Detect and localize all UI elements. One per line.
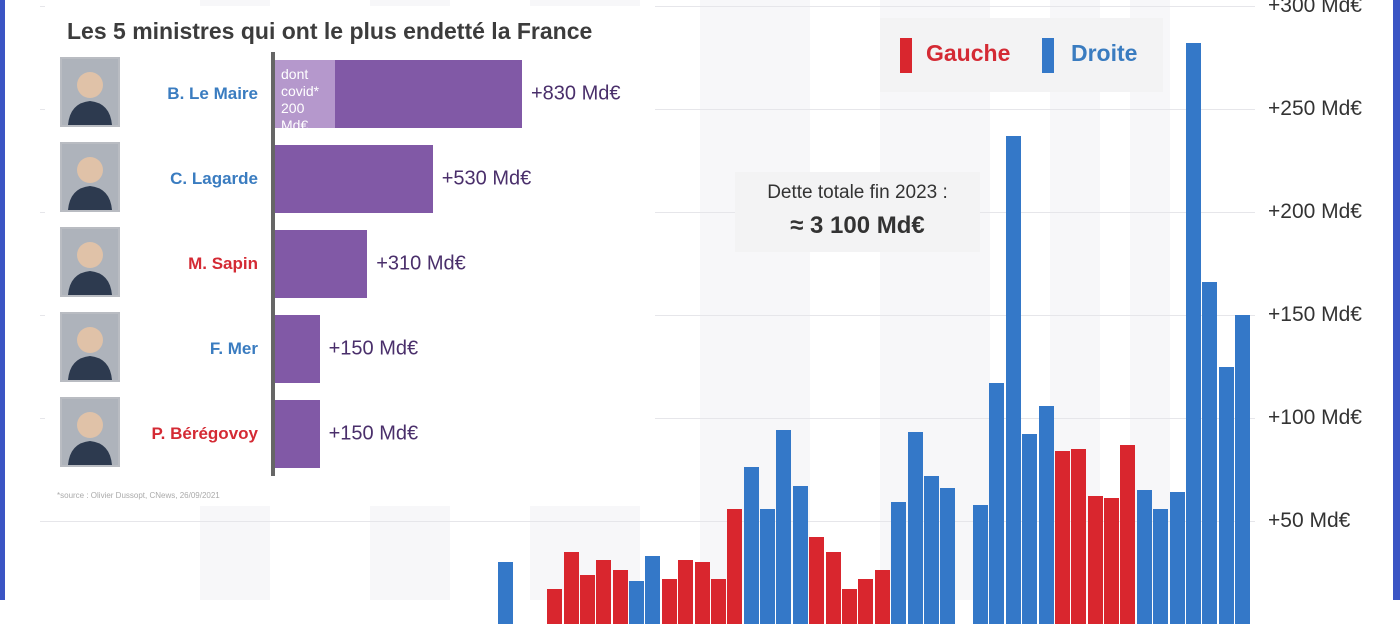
legend-label-gauche: Gauche — [926, 40, 1010, 67]
bar-gauche — [1088, 496, 1103, 624]
bar-droite — [924, 476, 939, 624]
bar-droite — [744, 467, 759, 624]
minister-bar — [275, 400, 320, 468]
bar-gauche — [711, 579, 726, 624]
minister-value-label: +830 Md€ — [531, 83, 621, 106]
legend-swatch-gauche — [900, 38, 912, 73]
bar-droite — [1235, 315, 1250, 624]
total-debt-annotation: Dette totale fin 2023 : ≈ 3 100 Md€ — [735, 172, 980, 252]
bar-droite — [1186, 43, 1201, 624]
bar-gauche — [613, 570, 628, 624]
annotation-line1: Dette totale fin 2023 : — [735, 182, 980, 204]
bar-droite — [1039, 406, 1054, 624]
bar-droite — [940, 488, 955, 624]
minister-name: C. Lagarde — [58, 169, 258, 189]
bar-gauche — [695, 562, 710, 624]
bar-droite — [973, 505, 988, 624]
frame-left — [0, 0, 5, 600]
bar-droite — [1153, 509, 1168, 624]
bar-gauche — [727, 509, 742, 624]
minister-value-label: +310 Md€ — [376, 253, 466, 276]
minister-name: M. Sapin — [58, 254, 258, 274]
legend-swatch-droite — [1042, 38, 1054, 73]
frame-right — [1393, 0, 1400, 600]
minister-value-label: +150 Md€ — [329, 423, 419, 446]
bar-droite — [1137, 490, 1152, 624]
bar-gauche — [1120, 445, 1135, 624]
bar-gauche — [1071, 449, 1086, 624]
bar-gauche — [580, 575, 595, 624]
minister-name: F. Mer — [58, 339, 258, 359]
bar-droite — [1022, 434, 1037, 624]
legend: Gauche Droite — [880, 18, 1163, 92]
bar-droite — [891, 502, 906, 624]
minister-value-label: +530 Md€ — [442, 168, 532, 191]
minister-value-label: +150 Md€ — [329, 338, 419, 361]
bar-droite — [760, 509, 775, 624]
bar-droite — [1170, 492, 1185, 624]
bar-gauche — [547, 589, 562, 624]
bar-droite — [1219, 367, 1234, 624]
bar-droite — [498, 562, 513, 624]
covid-label-line: 200 Md€ — [281, 100, 335, 134]
bar-gauche — [1055, 451, 1070, 624]
y-tick-label: +100 Md€ — [1268, 406, 1362, 430]
bar-gauche — [858, 579, 873, 624]
y-tick-label: +250 Md€ — [1268, 97, 1362, 121]
minister-bar — [275, 145, 433, 213]
bar-droite — [1006, 136, 1021, 624]
covid-label-line: dont — [281, 66, 335, 83]
bar-gauche — [809, 537, 824, 624]
bar-droite — [629, 581, 644, 624]
annotation-line2: ≈ 3 100 Md€ — [735, 212, 980, 240]
legend-label-droite: Droite — [1071, 40, 1137, 67]
source-note: *source : Olivier Dussopt, CNews, 26/09/… — [57, 491, 220, 500]
minister-bar — [275, 230, 367, 298]
bar-gauche — [678, 560, 693, 624]
bar-droite — [908, 432, 923, 624]
bar-gauche — [564, 552, 579, 624]
bar-gauche — [875, 570, 890, 624]
minister-name: B. Le Maire — [58, 84, 258, 104]
bar-droite — [989, 383, 1004, 624]
bar-gauche — [826, 552, 841, 624]
y-tick-label: +300 Md€ — [1268, 0, 1362, 18]
y-tick-label: +200 Md€ — [1268, 200, 1362, 224]
bar-droite — [645, 556, 660, 624]
bar-gauche — [662, 579, 677, 624]
bar-gauche — [596, 560, 611, 624]
ministers-panel: Les 5 ministres qui ont le plus endetté … — [45, 6, 655, 506]
bar-gauche — [1104, 498, 1119, 624]
minister-bar — [275, 315, 320, 383]
y-tick-label: +50 Md€ — [1268, 509, 1350, 533]
bar-droite — [1202, 282, 1217, 624]
minister-name: P. Bérégovoy — [58, 424, 258, 444]
bar-droite — [776, 430, 791, 624]
panel-title: Les 5 ministres qui ont le plus endetté … — [67, 18, 592, 45]
y-tick-label: +150 Md€ — [1268, 303, 1362, 327]
bar-droite — [793, 486, 808, 624]
covid-label-line: covid* — [281, 83, 335, 100]
bar-gauche — [842, 589, 857, 624]
